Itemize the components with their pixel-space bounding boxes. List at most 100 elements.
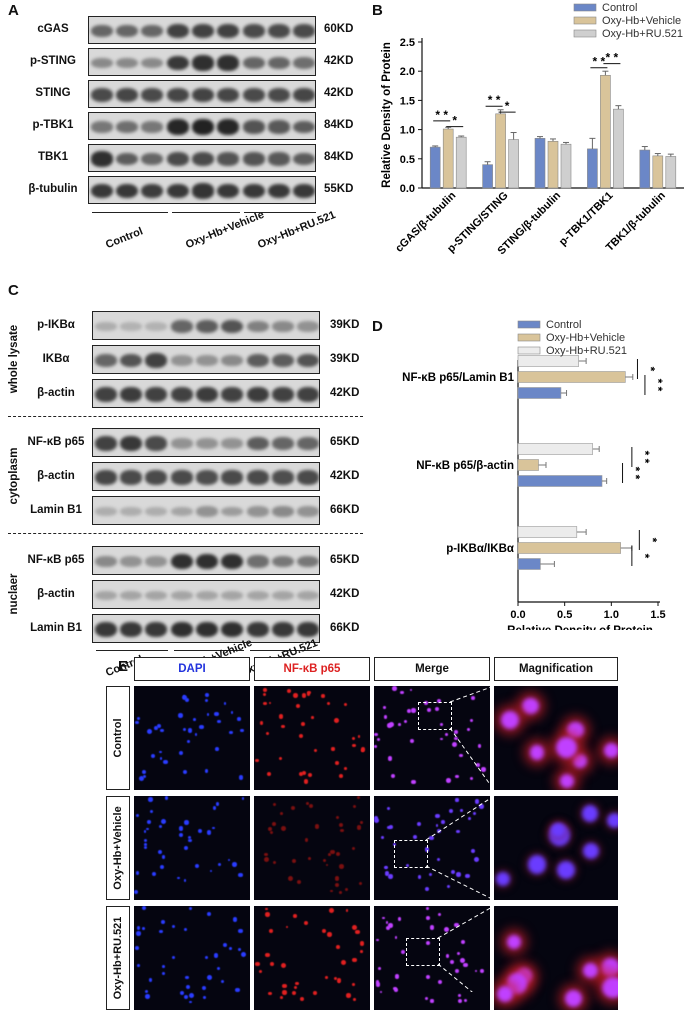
- cell-nucleus: [265, 912, 270, 917]
- y-axis-label: Relative Density of Protein: [381, 42, 393, 188]
- cell-nucleus: [279, 757, 283, 761]
- significance-marker: *: [638, 554, 652, 559]
- cell-nucleus: [353, 805, 357, 809]
- blot-band: [267, 88, 291, 102]
- cell-nucleus: [308, 856, 311, 860]
- blot-band: [119, 353, 143, 368]
- blot-band: [297, 321, 319, 332]
- panel-letter-a: A: [8, 2, 19, 19]
- cell-nucleus: [377, 737, 381, 741]
- cell-nucleus: [437, 912, 441, 916]
- blot-strip: [88, 80, 316, 108]
- molecular-weight-label: 42KD: [324, 55, 354, 67]
- molecular-weight-label: 42KD: [324, 87, 354, 99]
- cell-nucleus: [209, 869, 213, 873]
- cell-nucleus: [337, 978, 342, 983]
- cell-nucleus: [604, 743, 618, 759]
- bar: [587, 148, 598, 189]
- blot-band: [221, 438, 244, 449]
- cell-nucleus: [353, 997, 357, 1001]
- blot-band: [297, 437, 319, 450]
- cell-nucleus: [286, 688, 291, 693]
- blot-band: [221, 319, 244, 334]
- bar: [482, 164, 493, 189]
- cell-nucleus: [178, 832, 184, 838]
- cell-nucleus: [189, 907, 193, 911]
- micrograph-image: [254, 796, 370, 900]
- cell-nucleus: [282, 990, 287, 995]
- blot-strip: [92, 379, 320, 408]
- row-label-text: Oxy-Hb+Vehicle: [112, 806, 124, 890]
- cell-nucleus: [171, 956, 175, 960]
- cell-nucleus: [417, 875, 422, 879]
- significance-marker: * *: [488, 93, 501, 107]
- group-underline: [244, 212, 316, 213]
- blot-band: [293, 152, 315, 166]
- bar: [508, 139, 519, 189]
- cell-nucleus: [352, 846, 356, 851]
- cell-nucleus: [264, 857, 270, 863]
- blot-band: [115, 87, 139, 103]
- cell-nucleus: [450, 870, 455, 875]
- cell-nucleus: [296, 879, 302, 885]
- blot-band: [115, 57, 139, 69]
- group-underline: [250, 650, 320, 651]
- cell-nucleus: [282, 983, 287, 988]
- cell-nucleus: [387, 807, 391, 811]
- cell-nucleus: [446, 778, 452, 783]
- blot-band: [145, 436, 168, 451]
- cell-nucleus: [441, 820, 445, 825]
- legend-label: Control: [602, 2, 637, 14]
- cell-nucleus: [456, 872, 461, 877]
- cell-nucleus: [310, 716, 314, 719]
- y-tick-label: 2.5: [400, 37, 415, 49]
- blot-band: [166, 119, 189, 135]
- cell-nucleus: [496, 985, 514, 1003]
- blot-band: [94, 556, 117, 567]
- legend-swatch: [573, 29, 597, 38]
- cell-nucleus: [143, 838, 148, 843]
- cell-nucleus: [290, 806, 295, 811]
- blot-band: [119, 556, 143, 567]
- blot-band: [271, 470, 295, 485]
- cell-nucleus: [179, 990, 184, 995]
- cell-nucleus: [287, 875, 293, 881]
- cell-nucleus: [329, 908, 334, 913]
- cell-nucleus: [527, 855, 546, 874]
- blot-band: [94, 507, 117, 516]
- cell-nucleus: [382, 916, 386, 920]
- blot-band: [271, 437, 295, 450]
- cell-nucleus: [340, 828, 344, 833]
- cell-nucleus: [158, 850, 163, 855]
- bar: [517, 459, 539, 471]
- blot-band: [293, 120, 315, 134]
- blot-band: [119, 322, 143, 331]
- micrograph-image: [494, 906, 618, 1010]
- cell-nucleus: [400, 690, 404, 695]
- blot-band: [246, 506, 269, 517]
- blot-band: [293, 57, 315, 69]
- cell-nucleus: [158, 824, 163, 829]
- cell-nucleus: [197, 829, 202, 834]
- cell-nucleus: [265, 907, 269, 911]
- blot-band: [246, 621, 269, 638]
- blot-band: [217, 183, 240, 199]
- molecular-weight-label: 65KD: [330, 436, 360, 448]
- blot-strip: [88, 144, 316, 172]
- blot-strip: [92, 546, 320, 575]
- cell-nucleus: [149, 810, 153, 814]
- cell-nucleus: [465, 873, 470, 879]
- magnification-region-box: [418, 702, 452, 730]
- cell-nucleus: [384, 866, 388, 870]
- blot-band: [293, 24, 315, 38]
- cell-nucleus: [331, 747, 335, 751]
- blot-band: [170, 553, 193, 570]
- blot-row-label: p-TBK1: [32, 119, 74, 131]
- cell-nucleus: [171, 924, 176, 929]
- cell-nucleus: [139, 776, 145, 782]
- cell-nucleus: [309, 803, 314, 808]
- cell-nucleus: [134, 720, 139, 725]
- cell-nucleus: [460, 939, 465, 944]
- cell-nucleus: [185, 984, 190, 989]
- cell-nucleus: [460, 958, 466, 964]
